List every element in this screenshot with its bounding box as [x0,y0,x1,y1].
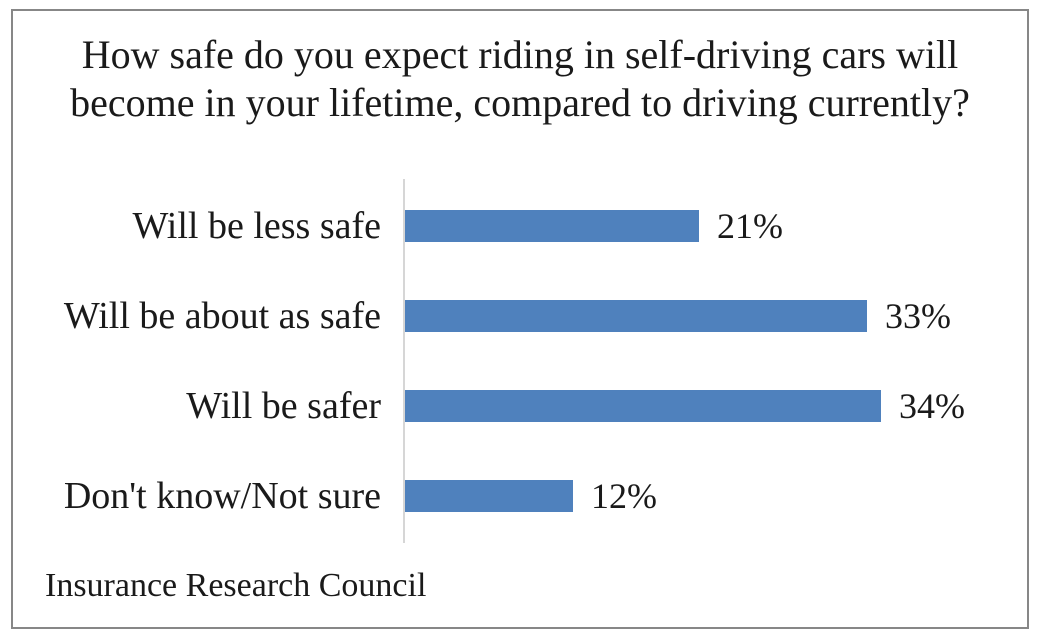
chart-frame: How safe do you expect riding in self-dr… [11,9,1029,629]
value-label: 33% [885,296,951,336]
chart-title-line-2: become in your lifetime, compared to dri… [70,80,970,125]
bar [405,300,867,332]
chart-title-line-1: How safe do you expect riding in self-dr… [81,32,959,77]
bar [405,210,699,242]
bar-row: Will be safer 34% [13,385,1017,427]
bar [405,390,881,422]
bar [405,480,573,512]
bar-row: Will be about as safe 33% [13,295,1017,337]
bar-chart-plot-area: Will be less safe 21% Will be about as s… [13,181,1017,541]
value-label: 34% [899,386,965,426]
bar-row: Will be less safe 21% [13,205,1017,247]
value-label: 12% [591,476,657,516]
category-label: Will be safer [186,385,381,427]
value-label: 21% [717,206,783,246]
bar-row: Don't know/Not sure 12% [13,475,1017,517]
category-label: Will be about as safe [63,295,381,337]
category-label: Will be less safe [132,205,381,247]
source-label: Insurance Research Council [45,567,427,604]
category-label: Don't know/Not sure [63,475,381,517]
category-axis-line [403,179,405,543]
chart-title: How safe do you expect riding in self-dr… [13,31,1027,127]
